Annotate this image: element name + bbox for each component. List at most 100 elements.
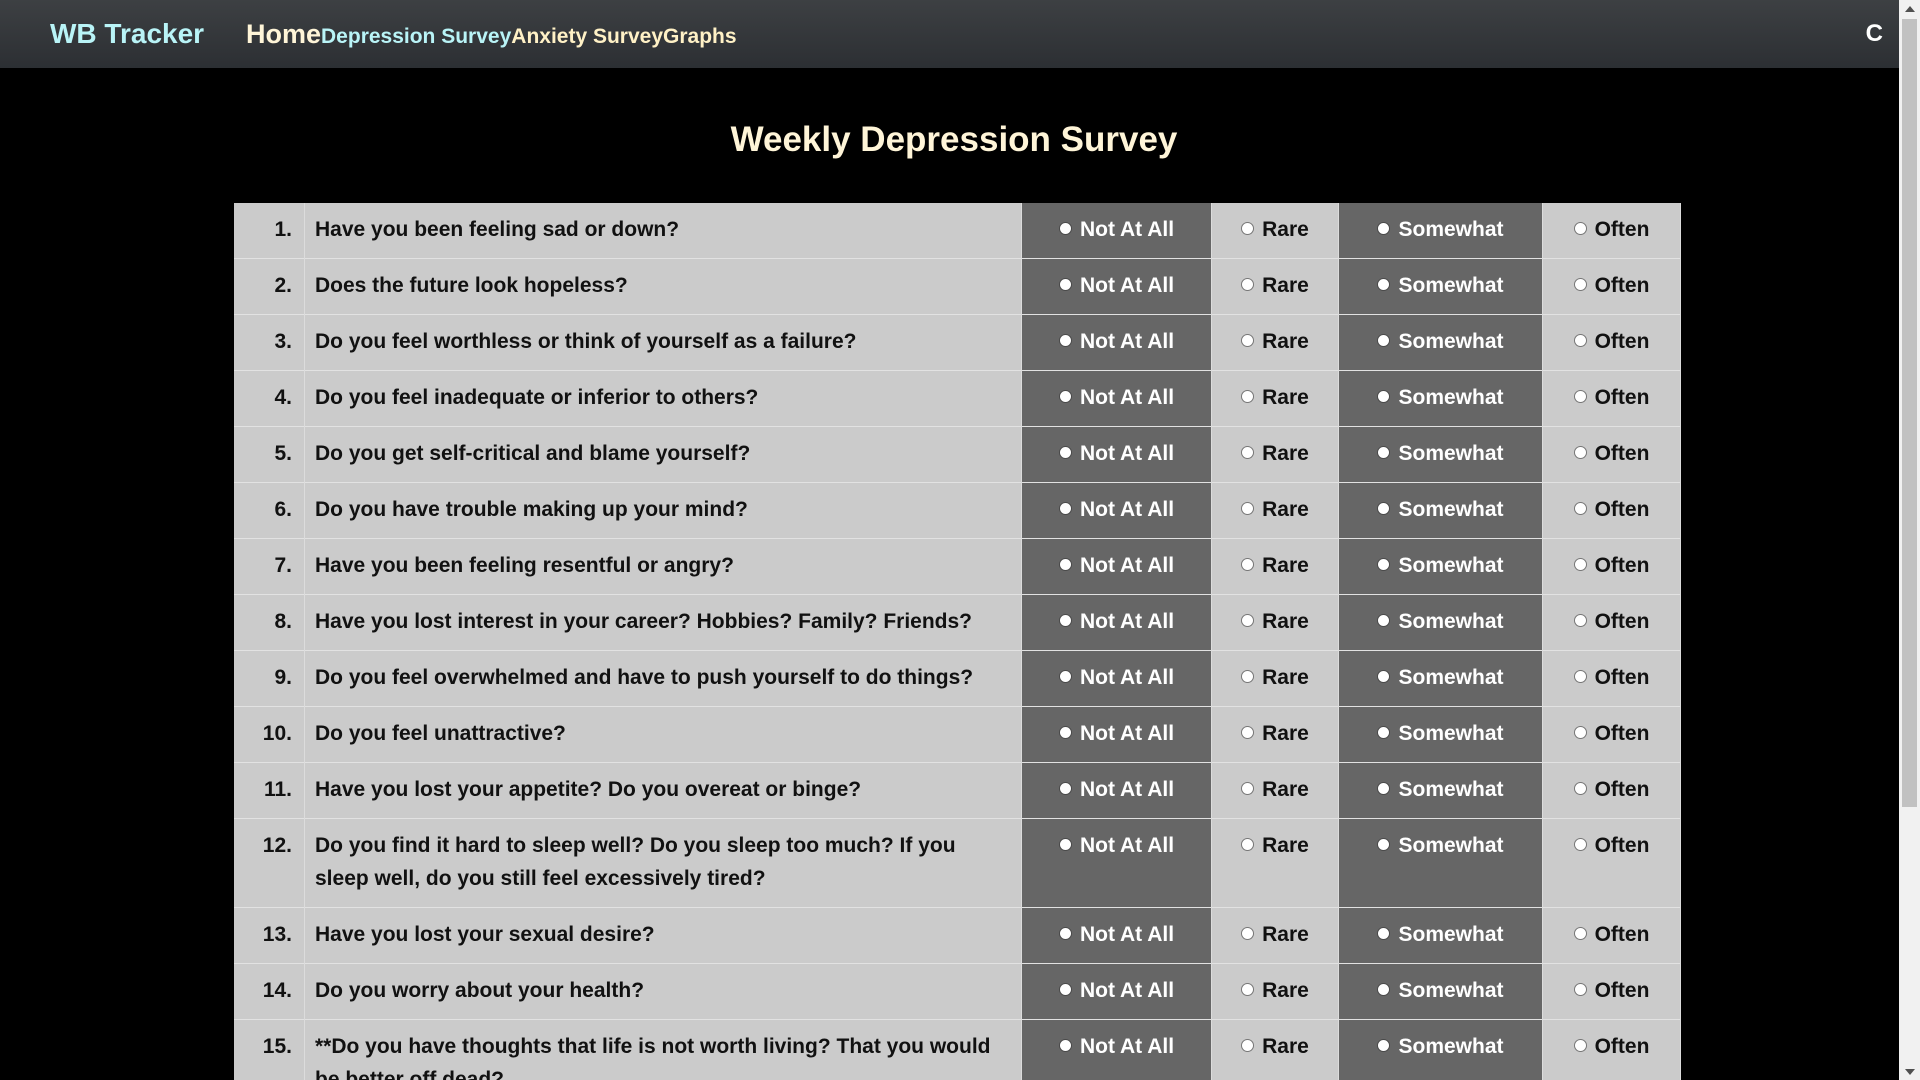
option-often-choice[interactable]: Often — [1543, 203, 1680, 258]
radio-button[interactable] — [1241, 333, 1255, 347]
radio-button[interactable] — [1377, 501, 1391, 515]
option-rare-choice[interactable]: Rare — [1212, 539, 1338, 594]
radio-button[interactable] — [1573, 445, 1587, 459]
radio-button[interactable] — [1573, 926, 1587, 940]
radio-button[interactable] — [1573, 781, 1587, 795]
option-often-choice[interactable]: Often — [1543, 371, 1680, 426]
option-not-at-all-choice[interactable]: Not At All — [1022, 651, 1211, 706]
option-somewhat-choice[interactable]: Somewhat — [1339, 315, 1542, 370]
option-often-choice[interactable]: Often — [1543, 259, 1680, 314]
radio-button[interactable] — [1377, 781, 1391, 795]
option-rare-choice[interactable]: Rare — [1212, 1020, 1338, 1075]
option-often-choice[interactable]: Often — [1543, 819, 1680, 874]
option-somewhat-choice[interactable]: Somewhat — [1339, 483, 1542, 538]
option-somewhat-choice[interactable]: Somewhat — [1339, 908, 1542, 963]
radio-button[interactable] — [1058, 501, 1072, 515]
radio-button[interactable] — [1377, 277, 1391, 291]
option-not-at-all-choice[interactable]: Not At All — [1022, 707, 1211, 762]
option-somewhat-choice[interactable]: Somewhat — [1339, 203, 1542, 258]
option-often-choice[interactable]: Often — [1543, 315, 1680, 370]
radio-button[interactable] — [1573, 613, 1587, 627]
option-often-choice[interactable]: Often — [1543, 707, 1680, 762]
radio-button[interactable] — [1377, 557, 1391, 571]
radio-button[interactable] — [1573, 1038, 1587, 1052]
radio-button[interactable] — [1573, 669, 1587, 683]
radio-button[interactable] — [1241, 837, 1255, 851]
nav-depression-survey-link[interactable]: Depression Survey — [321, 25, 512, 48]
radio-button[interactable] — [1058, 613, 1072, 627]
option-not-at-all-choice[interactable]: Not At All — [1022, 483, 1211, 538]
option-somewhat-choice[interactable]: Somewhat — [1339, 1020, 1542, 1075]
option-often-choice[interactable]: Often — [1543, 1020, 1680, 1075]
radio-button[interactable] — [1241, 501, 1255, 515]
radio-button[interactable] — [1377, 926, 1391, 940]
radio-button[interactable] — [1573, 557, 1587, 571]
radio-button[interactable] — [1573, 221, 1587, 235]
option-somewhat-choice[interactable]: Somewhat — [1339, 763, 1542, 818]
option-somewhat-choice[interactable]: Somewhat — [1339, 819, 1542, 874]
radio-button[interactable] — [1377, 221, 1391, 235]
option-rare-choice[interactable]: Rare — [1212, 763, 1338, 818]
radio-button[interactable] — [1058, 982, 1072, 996]
radio-button[interactable] — [1058, 926, 1072, 940]
option-often-choice[interactable]: Often — [1543, 595, 1680, 650]
radio-button[interactable] — [1377, 982, 1391, 996]
option-somewhat-choice[interactable]: Somewhat — [1339, 427, 1542, 482]
radio-button[interactable] — [1241, 613, 1255, 627]
radio-button[interactable] — [1573, 501, 1587, 515]
radio-button[interactable] — [1241, 669, 1255, 683]
option-often-choice[interactable]: Often — [1543, 763, 1680, 818]
radio-button[interactable] — [1058, 221, 1072, 235]
option-rare-choice[interactable]: Rare — [1212, 259, 1338, 314]
option-somewhat-choice[interactable]: Somewhat — [1339, 651, 1542, 706]
radio-button[interactable] — [1241, 277, 1255, 291]
option-not-at-all-choice[interactable]: Not At All — [1022, 259, 1211, 314]
option-somewhat-choice[interactable]: Somewhat — [1339, 595, 1542, 650]
radio-button[interactable] — [1377, 1038, 1391, 1052]
option-often-choice[interactable]: Often — [1543, 539, 1680, 594]
radio-button[interactable] — [1573, 333, 1587, 347]
radio-button[interactable] — [1573, 982, 1587, 996]
radio-button[interactable] — [1058, 781, 1072, 795]
radio-button[interactable] — [1058, 277, 1072, 291]
option-rare-choice[interactable]: Rare — [1212, 315, 1338, 370]
option-often-choice[interactable]: Often — [1543, 427, 1680, 482]
radio-button[interactable] — [1241, 389, 1255, 403]
option-rare-choice[interactable]: Rare — [1212, 483, 1338, 538]
radio-button[interactable] — [1058, 389, 1072, 403]
radio-button[interactable] — [1241, 557, 1255, 571]
option-not-at-all-choice[interactable]: Not At All — [1022, 908, 1211, 963]
option-rare-choice[interactable]: Rare — [1212, 371, 1338, 426]
radio-button[interactable] — [1058, 1038, 1072, 1052]
radio-button[interactable] — [1058, 333, 1072, 347]
nav-anxiety-survey-link[interactable]: Anxiety Survey — [511, 25, 664, 48]
radio-button[interactable] — [1058, 445, 1072, 459]
radio-button[interactable] — [1377, 669, 1391, 683]
radio-button[interactable] — [1058, 557, 1072, 571]
option-somewhat-choice[interactable]: Somewhat — [1339, 371, 1542, 426]
radio-button[interactable] — [1573, 277, 1587, 291]
option-rare-choice[interactable]: Rare — [1212, 595, 1338, 650]
radio-button[interactable] — [1241, 982, 1255, 996]
option-not-at-all-choice[interactable]: Not At All — [1022, 427, 1211, 482]
option-not-at-all-choice[interactable]: Not At All — [1022, 595, 1211, 650]
nav-graphs-link[interactable]: Graphs — [663, 25, 737, 48]
radio-button[interactable] — [1058, 837, 1072, 851]
scroll-thumb[interactable] — [1902, 19, 1917, 807]
option-not-at-all-choice[interactable]: Not At All — [1022, 964, 1211, 1019]
option-not-at-all-choice[interactable]: Not At All — [1022, 763, 1211, 818]
option-somewhat-choice[interactable]: Somewhat — [1339, 964, 1542, 1019]
radio-button[interactable] — [1241, 926, 1255, 940]
radio-button[interactable] — [1241, 445, 1255, 459]
option-rare-choice[interactable]: Rare — [1212, 908, 1338, 963]
option-not-at-all-choice[interactable]: Not At All — [1022, 315, 1211, 370]
user-menu-button[interactable]: C — [1865, 20, 1883, 47]
radio-button[interactable] — [1377, 333, 1391, 347]
vertical-scrollbar[interactable] — [1899, 0, 1920, 1080]
option-not-at-all-choice[interactable]: Not At All — [1022, 203, 1211, 258]
option-often-choice[interactable]: Often — [1543, 651, 1680, 706]
option-not-at-all-choice[interactable]: Not At All — [1022, 1020, 1211, 1075]
option-often-choice[interactable]: Often — [1543, 483, 1680, 538]
scroll-up-arrow-icon[interactable] — [1899, 0, 1920, 17]
radio-button[interactable] — [1241, 1038, 1255, 1052]
